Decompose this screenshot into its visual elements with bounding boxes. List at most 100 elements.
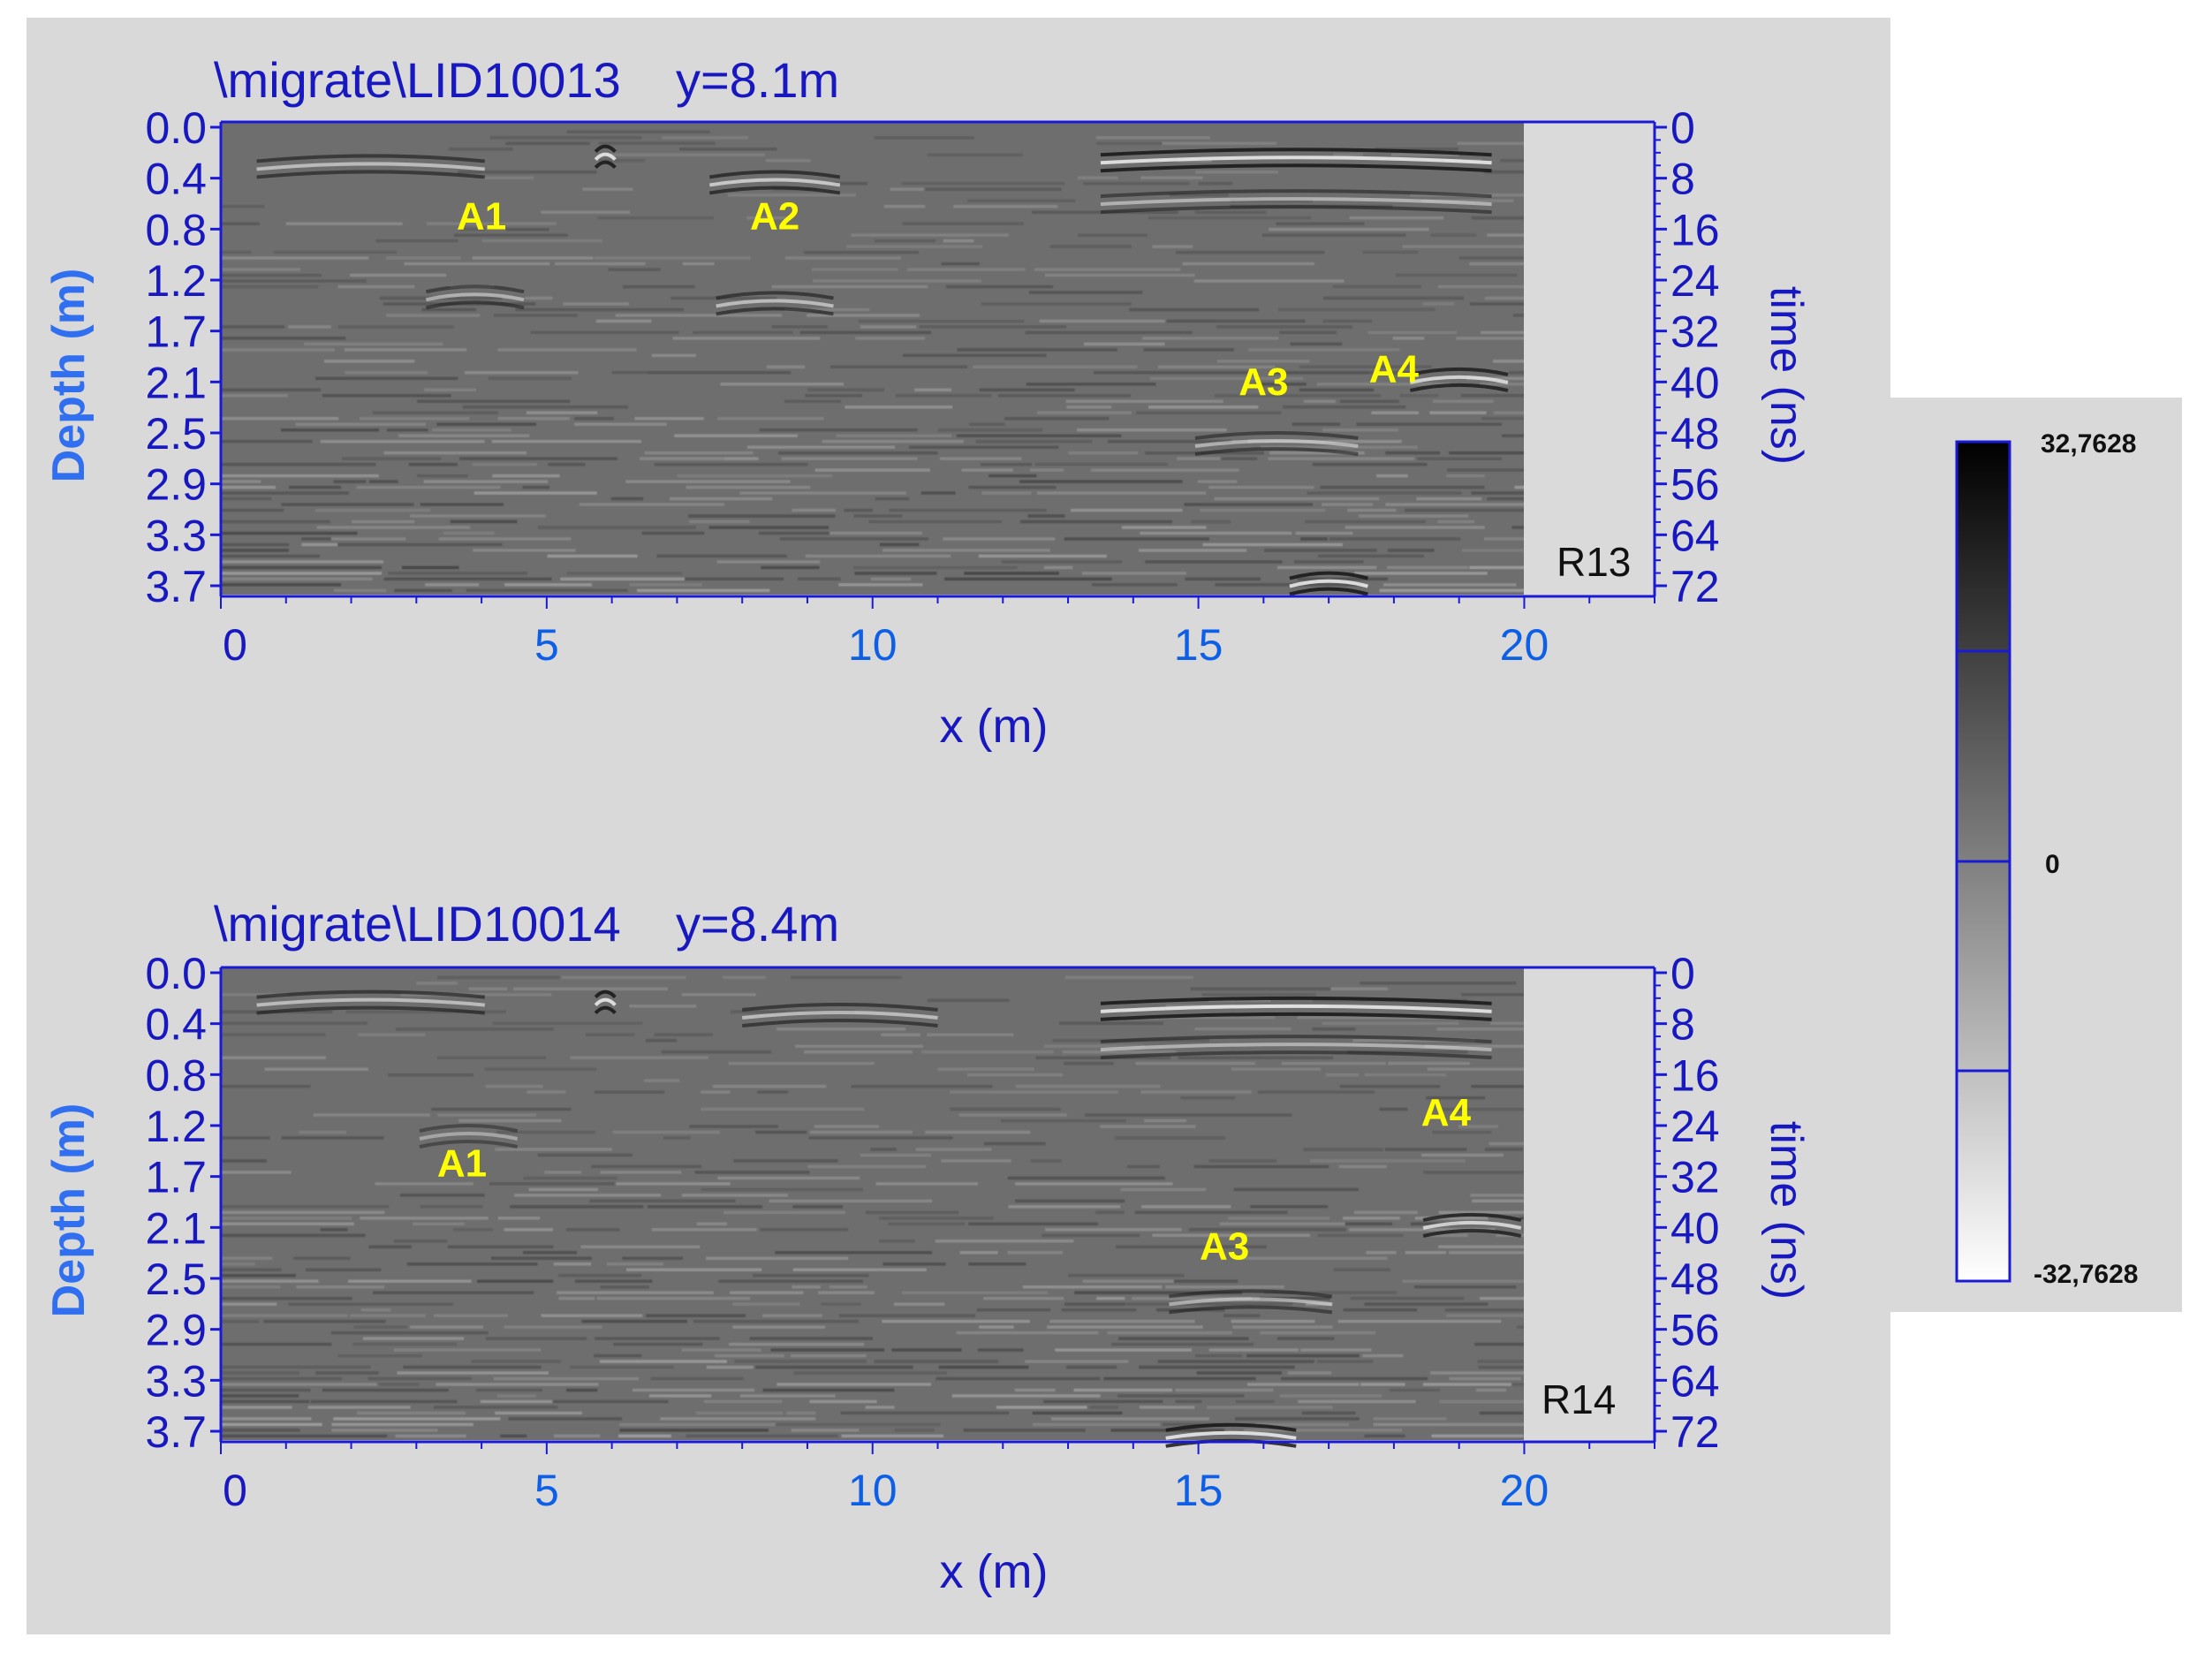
- texture-band: [431, 1107, 572, 1111]
- texture-band: [221, 1159, 267, 1163]
- texture-band: [777, 451, 938, 455]
- texture-band: [979, 388, 1075, 392]
- time-tick-label: 56: [1670, 460, 1720, 510]
- x-tick-label: 10: [848, 1466, 898, 1515]
- texture-band: [221, 554, 321, 558]
- texture-band: [855, 337, 926, 340]
- texture-band: [771, 284, 928, 289]
- time-tick-label: 40: [1670, 358, 1720, 407]
- texture-band: [1250, 1205, 1329, 1209]
- texture-band: [497, 1394, 536, 1398]
- texture-band: [732, 1302, 800, 1306]
- texture-band: [979, 1325, 1014, 1329]
- texture-band: [1248, 348, 1400, 352]
- texture-band: [681, 993, 756, 997]
- texture-band: [221, 572, 383, 575]
- reflector-band: [594, 997, 617, 1007]
- texture-band: [221, 1256, 273, 1260]
- texture-band: [1269, 451, 1365, 455]
- texture-band: [1512, 314, 1525, 317]
- texture-band: [961, 468, 1013, 472]
- texture-band: [288, 325, 331, 329]
- texture-band: [785, 256, 901, 260]
- texture-band: [1517, 1325, 1525, 1329]
- reflector-band: [1289, 579, 1368, 588]
- texture-band: [1219, 1222, 1345, 1226]
- texture-band: [1471, 216, 1525, 220]
- texture-band: [682, 1194, 788, 1197]
- texture-band: [221, 1371, 299, 1375]
- texture-band: [1108, 439, 1231, 444]
- texture-band: [1132, 1296, 1253, 1300]
- texture-band: [1162, 1422, 1230, 1427]
- texture-band: [976, 1308, 1051, 1312]
- texture-band: [1447, 468, 1525, 472]
- texture-band: [925, 187, 1062, 191]
- texture-band: [295, 422, 426, 426]
- texture-band: [434, 1314, 508, 1317]
- texture-band: [757, 1090, 788, 1094]
- texture-band: [1111, 1342, 1254, 1346]
- reflector-band: [1422, 1228, 1522, 1238]
- texture-band: [221, 268, 301, 271]
- texture-band: [779, 537, 928, 541]
- texture-band: [1182, 262, 1314, 266]
- texture-band: [323, 360, 415, 363]
- texture-band: [973, 365, 1138, 369]
- texture-band: [1294, 560, 1364, 564]
- texture-band: [1264, 1291, 1398, 1294]
- texture-band: [981, 491, 1032, 495]
- texture-band: [420, 1205, 483, 1209]
- texture-band: [734, 1360, 867, 1363]
- texture-band: [776, 1383, 932, 1386]
- texture-band: [221, 1434, 388, 1438]
- texture-band: [221, 1383, 377, 1386]
- texture-band: [851, 233, 1009, 237]
- texture-band: [1404, 508, 1525, 512]
- texture-band: [1194, 1027, 1292, 1031]
- texture-band: [484, 1067, 597, 1071]
- texture-band: [589, 1199, 736, 1203]
- texture-band: [943, 537, 1056, 541]
- texture-band: [647, 1205, 762, 1209]
- texture-band: [685, 577, 784, 581]
- time-tick-label: 0: [1670, 103, 1695, 153]
- texture-band: [1410, 1222, 1459, 1226]
- texture-band: [701, 1090, 731, 1094]
- texture-band: [1026, 383, 1156, 386]
- texture-band: [830, 365, 967, 369]
- texture-band: [1303, 399, 1336, 404]
- texture-band: [1043, 565, 1073, 570]
- texture-band: [841, 1434, 943, 1438]
- texture-band: [629, 1005, 697, 1008]
- texture-band: [1077, 176, 1118, 180]
- reflector-band: [594, 152, 617, 162]
- texture-band: [1019, 480, 1183, 483]
- texture-band: [1114, 1136, 1226, 1140]
- texture-band: [776, 1027, 906, 1031]
- texture-band: [1134, 1210, 1288, 1215]
- texture-band: [968, 1262, 1026, 1266]
- texture-band: [1287, 1371, 1332, 1375]
- texture-band: [874, 136, 974, 140]
- texture-band: [485, 1337, 587, 1340]
- texture-band: [1383, 583, 1517, 587]
- texture-band: [619, 1429, 769, 1432]
- texture-band: [476, 1388, 543, 1392]
- texture-band: [372, 1291, 534, 1294]
- texture-band: [781, 457, 918, 460]
- texture-band: [1514, 485, 1525, 489]
- texture-band: [964, 572, 1059, 575]
- reflector-band: [708, 170, 841, 179]
- texture-band: [919, 325, 1066, 329]
- texture-band: [523, 1176, 617, 1180]
- texture-band: [352, 1342, 457, 1346]
- texture-band: [696, 1222, 727, 1226]
- texture-band: [1292, 422, 1341, 426]
- time-tick-label: 64: [1670, 511, 1720, 560]
- anomaly-label: A2: [750, 194, 799, 238]
- texture-band: [1298, 1399, 1416, 1404]
- texture-band: [654, 462, 808, 466]
- texture-band: [1283, 406, 1406, 409]
- reflector-band: [1169, 1305, 1333, 1315]
